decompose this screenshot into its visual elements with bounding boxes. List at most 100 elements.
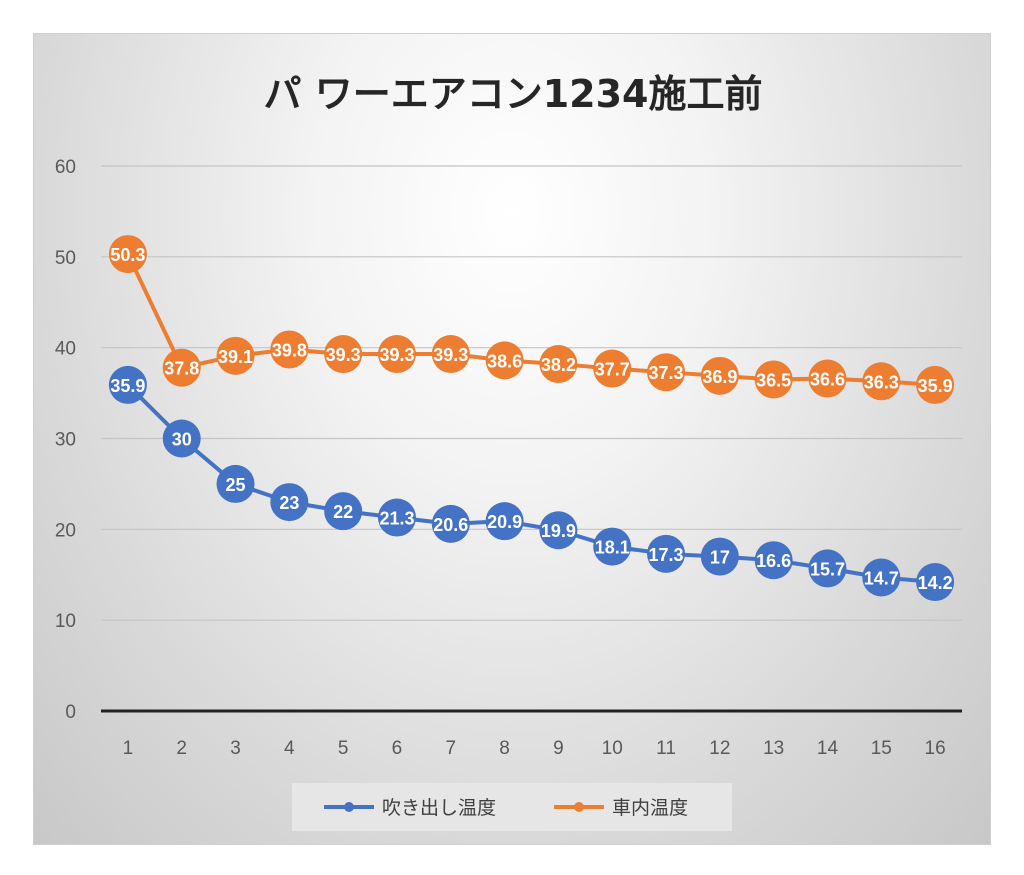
x-tick-label: 8 [499,738,510,759]
data-label: 14.7 [864,568,899,588]
data-label: 38.2 [541,355,576,375]
legend-label-blowout-temp: 吹き出し温度 [382,797,496,819]
y-tick-label: 30 [55,430,76,451]
data-point [162,419,201,458]
data-label: 20.9 [487,512,522,532]
data-point [324,492,363,531]
data-label: 50.3 [110,245,145,265]
data-label: 17.3 [649,545,684,565]
data-label: 36.9 [702,367,737,387]
legend-marker-cabin-temp [574,802,584,812]
data-label: 39.8 [272,340,307,360]
x-tick-label: 13 [763,738,784,759]
data-label: 39.1 [218,347,253,367]
x-tick-label: 5 [338,738,349,759]
data-point [647,534,686,573]
x-tick-label: 3 [230,738,241,759]
data-label: 30 [172,430,192,450]
x-tick-label: 11 [656,738,676,759]
data-point [647,353,686,392]
data-point [916,563,955,602]
data-label: 37.7 [595,360,630,380]
data-point [485,502,524,541]
data-point [754,360,793,399]
series-line [126,383,936,585]
x-tick-label: 1 [123,738,134,759]
data-label: 15.7 [810,559,845,579]
data-point [162,348,201,387]
data-label: 38.6 [487,351,522,371]
x-tick-label: 10 [602,738,623,759]
y-tick-label: 40 [55,339,76,360]
data-label: 37.3 [649,363,684,383]
data-point [270,483,309,522]
data-point [324,335,363,374]
x-tick-label: 4 [284,738,295,759]
data-label: 16.6 [756,551,791,571]
legend: 吹き出し温度 車内温度 [292,783,732,831]
series-line [126,253,936,387]
data-point [862,362,901,401]
data-label: 14.2 [918,573,953,593]
data-label: 35.9 [110,376,145,396]
data-point [431,335,470,374]
chart-title: パ ワーエアコン1234施工前 [264,72,763,116]
data-label: 17 [710,548,730,568]
data-point [539,345,578,384]
data-label: 21.3 [379,509,414,529]
data-point [377,498,416,537]
y-tick-label: 50 [55,248,76,269]
data-label: 36.6 [810,370,845,390]
x-tick-label: 16 [925,738,946,759]
y-tick-label: 10 [55,611,76,632]
x-tick-label: 2 [176,738,187,759]
x-tick-label: 12 [709,738,730,759]
x-tick-label: 15 [871,738,892,759]
data-label: 37.8 [164,359,199,379]
data-label: 25 [226,475,246,495]
data-point [593,527,632,566]
data-label: 36.5 [756,370,791,390]
data-point [108,235,147,274]
x-tick-label: 9 [553,738,564,759]
data-point [862,558,901,597]
data-label: 39.3 [326,345,361,365]
data-label: 22 [333,502,353,522]
data-point [108,365,147,404]
y-axis: 0 10 20 30 40 50 60 [55,157,76,723]
series-cabin-temp: 50.3 37.8 39.1 39.8 39.3 39.3 39.3 38.6 38.2 37.7… [108,235,955,404]
data-label: 23 [279,493,299,513]
x-tick-label: 14 [817,738,839,759]
data-label: 19.9 [541,521,576,541]
data-point [754,541,793,580]
data-point [808,549,847,588]
data-label: 35.9 [918,376,953,396]
series-blowout-temp: 35.9 30 25 23 22 21.3 20.6 20.9 19.9 18.1 17.3 17 16… [108,365,955,602]
data-label: 36.3 [864,372,899,392]
data-point [700,356,739,395]
data-point [916,365,955,404]
grid [101,165,962,713]
data-label: 18.1 [595,538,630,558]
data-point [539,511,578,550]
x-tick-label: 6 [392,738,403,759]
x-axis: 1 2 3 4 5 6 7 8 9 10 11 12 13 14 15 16 [123,738,946,759]
data-label: 39.3 [433,345,468,365]
data-point [377,335,416,374]
data-label: 20.6 [433,515,468,535]
legend-marker-blowout-temp [344,802,354,812]
data-point [593,349,632,388]
data-point [216,464,255,503]
plot-area: 50.3 37.8 39.1 39.8 39.3 39.3 39.3 38.6 38.2 37.7… [108,235,955,602]
y-tick-label: 60 [55,157,76,178]
data-point [485,341,524,380]
data-point [700,537,739,576]
y-tick-label: 0 [65,702,76,723]
y-tick-label: 20 [55,520,76,541]
data-point [808,359,847,398]
data-point [216,336,255,375]
data-point [270,330,309,369]
data-point [431,504,470,543]
